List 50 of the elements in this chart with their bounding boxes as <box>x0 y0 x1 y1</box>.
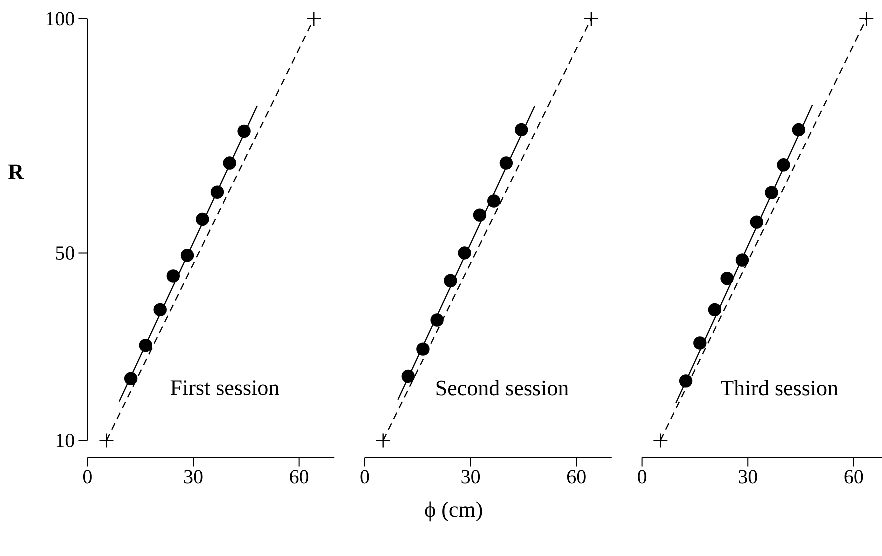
y-tick-label: 50 <box>56 246 74 260</box>
annotation: Second session <box>436 380 569 396</box>
x-axis-title: ϕ (cm) <box>425 502 482 522</box>
point <box>210 186 224 199</box>
point <box>487 194 501 208</box>
point <box>792 123 806 137</box>
annotation: Third session <box>721 380 838 396</box>
point <box>238 124 251 138</box>
point <box>859 11 874 27</box>
x-tick-label: 30 <box>739 470 758 484</box>
point <box>736 254 750 267</box>
x-tick-label: 0 <box>360 470 370 484</box>
point <box>430 314 444 327</box>
y-tick-label: 10 <box>56 434 74 448</box>
point <box>500 156 514 170</box>
point <box>458 246 472 260</box>
point <box>765 186 778 200</box>
point <box>166 270 180 283</box>
point <box>679 374 693 388</box>
point <box>777 158 790 172</box>
point <box>708 303 722 317</box>
x-tick-label: 30 <box>462 470 480 484</box>
point <box>99 433 114 448</box>
point <box>154 303 167 317</box>
point <box>306 11 322 27</box>
point <box>402 370 415 384</box>
x-tick-label: 30 <box>184 470 203 484</box>
point <box>694 336 707 350</box>
y-axis-title: R <box>8 164 24 180</box>
point <box>139 338 152 352</box>
x-tick-label: 0 <box>638 470 647 484</box>
y-tick-label: 100 <box>46 12 74 26</box>
point <box>750 216 764 229</box>
point <box>653 433 668 448</box>
x-tick-label: 0 <box>83 470 92 484</box>
point <box>515 123 528 137</box>
point <box>180 249 194 262</box>
annotation: First session <box>170 380 280 396</box>
point <box>223 156 236 170</box>
point <box>376 433 391 448</box>
x-tick-label: 60 <box>290 470 309 484</box>
point <box>584 11 600 27</box>
x-tick-label: 60 <box>567 470 586 484</box>
point <box>444 274 458 288</box>
point <box>196 212 210 226</box>
x-tick-label: 60 <box>844 470 864 484</box>
point <box>416 342 430 356</box>
point <box>124 372 138 386</box>
point <box>473 208 487 222</box>
point <box>720 272 734 286</box>
